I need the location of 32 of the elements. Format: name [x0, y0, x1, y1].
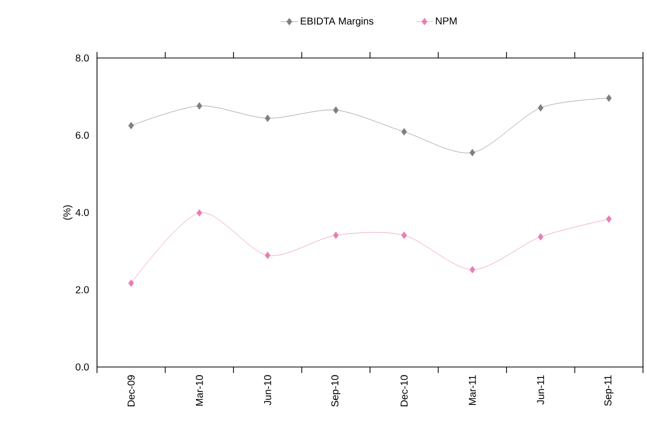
point: [401, 128, 407, 136]
x-tick-label: Mar-10: [196, 375, 203, 406]
point: [264, 114, 270, 122]
legend-label: NPM: [436, 17, 457, 24]
point: [128, 279, 134, 287]
x-tick-label: Jun-10: [264, 375, 272, 406]
y-axis-title: (%): [63, 205, 72, 220]
y-tick-label: 8.0: [76, 54, 89, 62]
point: [538, 233, 544, 241]
point: [538, 104, 544, 112]
point: [196, 209, 202, 217]
x-tick-label: Dec-09: [128, 375, 135, 406]
x-tick-label: Jun-11: [537, 375, 544, 404]
y-tick-label: 0.0: [76, 363, 89, 371]
point: [128, 122, 134, 130]
y-tick-label: 6.0: [76, 132, 89, 139]
x-tick-label: Mar-11: [468, 375, 476, 405]
point: [470, 148, 476, 156]
x-tick-label: Sep-10: [331, 375, 340, 407]
point: [606, 94, 612, 102]
point: [196, 102, 202, 110]
point: [606, 215, 612, 223]
point: [333, 106, 339, 114]
x-tick-label: Sep-11: [604, 375, 614, 406]
y-tick-label: 2.0: [76, 286, 89, 294]
point: [333, 232, 339, 239]
y-tick-label: 4.0: [76, 208, 89, 216]
x-tick-label: Dec-10: [400, 375, 408, 406]
point: [264, 252, 270, 260]
legend-label: EBIDTA Margins: [300, 17, 374, 27]
point: [470, 266, 476, 274]
point: [401, 232, 407, 239]
